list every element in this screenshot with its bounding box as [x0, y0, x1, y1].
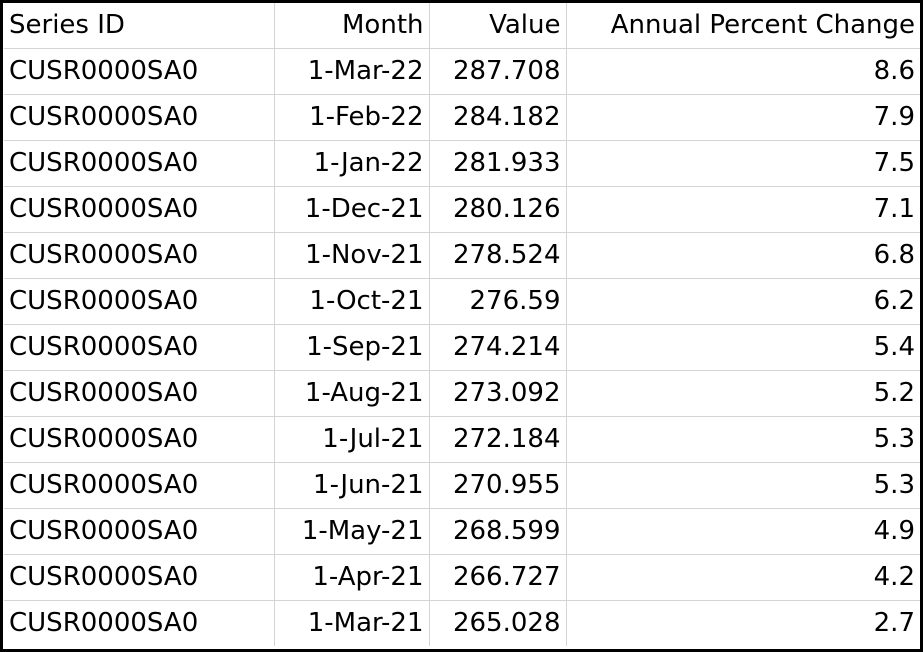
- cell-month[interactable]: 1-Mar-21: [273, 600, 430, 646]
- cell-annual-percent-change[interactable]: 5.3: [565, 416, 920, 463]
- cell-month[interactable]: 1-Jul-21: [273, 416, 430, 463]
- header-row: Series ID Month Value Annual Percent Cha…: [4, 3, 920, 49]
- cell-month[interactable]: 1-Dec-21: [273, 186, 430, 233]
- table-row: CUSR0000SA0 1-Mar-22 287.708 8.6: [4, 48, 920, 95]
- table-row: CUSR0000SA0 1-Aug-21 273.092 5.2: [4, 370, 920, 417]
- cell-annual-percent-change[interactable]: 7.1: [565, 186, 920, 233]
- cell-value[interactable]: 287.708: [428, 48, 567, 95]
- table-row: CUSR0000SA0 1-Oct-21 276.59 6.2: [4, 278, 920, 325]
- cell-value[interactable]: 284.182: [428, 94, 567, 141]
- cell-month[interactable]: 1-Sep-21: [273, 324, 430, 371]
- cell-value[interactable]: 276.59: [428, 278, 567, 325]
- table-row: CUSR0000SA0 1-Feb-22 284.182 7.9: [4, 94, 920, 141]
- cell-value[interactable]: 278.524: [428, 232, 567, 279]
- cell-month[interactable]: 1-Nov-21: [273, 232, 430, 279]
- cell-series-id[interactable]: CUSR0000SA0: [4, 186, 275, 233]
- cell-month[interactable]: 1-May-21: [273, 508, 430, 555]
- cell-series-id[interactable]: CUSR0000SA0: [4, 324, 275, 371]
- header-value[interactable]: Value: [428, 3, 567, 49]
- cell-series-id[interactable]: CUSR0000SA0: [4, 278, 275, 325]
- cell-annual-percent-change[interactable]: 7.9: [565, 94, 920, 141]
- cell-value[interactable]: 280.126: [428, 186, 567, 233]
- cell-annual-percent-change[interactable]: 5.3: [565, 462, 920, 509]
- cell-annual-percent-change[interactable]: 4.2: [565, 554, 920, 601]
- header-series-id[interactable]: Series ID: [4, 3, 275, 49]
- cell-series-id[interactable]: CUSR0000SA0: [4, 370, 275, 417]
- cell-series-id[interactable]: CUSR0000SA0: [4, 462, 275, 509]
- cell-value[interactable]: 281.933: [428, 140, 567, 187]
- header-month[interactable]: Month: [273, 3, 430, 49]
- table-row: CUSR0000SA0 1-Mar-21 265.028 2.7: [4, 600, 920, 646]
- cell-value[interactable]: 272.184: [428, 416, 567, 463]
- cell-annual-percent-change[interactable]: 5.2: [565, 370, 920, 417]
- cell-value[interactable]: 273.092: [428, 370, 567, 417]
- cell-annual-percent-change[interactable]: 5.4: [565, 324, 920, 371]
- cell-value[interactable]: 265.028: [428, 600, 567, 646]
- cell-series-id[interactable]: CUSR0000SA0: [4, 554, 275, 601]
- table-row: CUSR0000SA0 1-Jun-21 270.955 5.3: [4, 462, 920, 509]
- cell-value[interactable]: 268.599: [428, 508, 567, 555]
- table-row: CUSR0000SA0 1-Jan-22 281.933 7.5: [4, 140, 920, 187]
- data-table: Series ID Month Value Annual Percent Cha…: [4, 3, 920, 646]
- cell-month[interactable]: 1-Oct-21: [273, 278, 430, 325]
- cell-series-id[interactable]: CUSR0000SA0: [4, 140, 275, 187]
- cell-month[interactable]: 1-Mar-22: [273, 48, 430, 95]
- cell-month[interactable]: 1-Feb-22: [273, 94, 430, 141]
- table-row: CUSR0000SA0 1-Apr-21 266.727 4.2: [4, 554, 920, 601]
- table-row: CUSR0000SA0 1-Dec-21 280.126 7.1: [4, 186, 920, 233]
- cell-series-id[interactable]: CUSR0000SA0: [4, 416, 275, 463]
- table-row: CUSR0000SA0 1-Sep-21 274.214 5.4: [4, 324, 920, 371]
- cell-month[interactable]: 1-Aug-21: [273, 370, 430, 417]
- cell-annual-percent-change[interactable]: 4.9: [565, 508, 920, 555]
- cell-value[interactable]: 274.214: [428, 324, 567, 371]
- table-row: CUSR0000SA0 1-Nov-21 278.524 6.8: [4, 232, 920, 279]
- cell-annual-percent-change[interactable]: 6.8: [565, 232, 920, 279]
- cell-month[interactable]: 1-Jun-21: [273, 462, 430, 509]
- cell-annual-percent-change[interactable]: 2.7: [565, 600, 920, 646]
- table-row: CUSR0000SA0 1-May-21 268.599 4.9: [4, 508, 920, 555]
- cell-annual-percent-change[interactable]: 7.5: [565, 140, 920, 187]
- cell-month[interactable]: 1-Apr-21: [273, 554, 430, 601]
- cell-annual-percent-change[interactable]: 8.6: [565, 48, 920, 95]
- cell-value[interactable]: 266.727: [428, 554, 567, 601]
- cell-value[interactable]: 270.955: [428, 462, 567, 509]
- table-body: CUSR0000SA0 1-Mar-22 287.708 8.6 CUSR0000SA0…: [4, 48, 920, 646]
- cell-series-id[interactable]: CUSR0000SA0: [4, 600, 275, 646]
- cell-series-id[interactable]: CUSR0000SA0: [4, 232, 275, 279]
- cell-annual-percent-change[interactable]: 6.2: [565, 278, 920, 325]
- cell-series-id[interactable]: CUSR0000SA0: [4, 48, 275, 95]
- cell-month[interactable]: 1-Jan-22: [273, 140, 430, 187]
- cell-series-id[interactable]: CUSR0000SA0: [4, 508, 275, 555]
- table-row: CUSR0000SA0 1-Jul-21 272.184 5.3: [4, 416, 920, 463]
- cell-series-id[interactable]: CUSR0000SA0: [4, 94, 275, 141]
- header-annual-percent-change[interactable]: Annual Percent Change: [565, 3, 920, 49]
